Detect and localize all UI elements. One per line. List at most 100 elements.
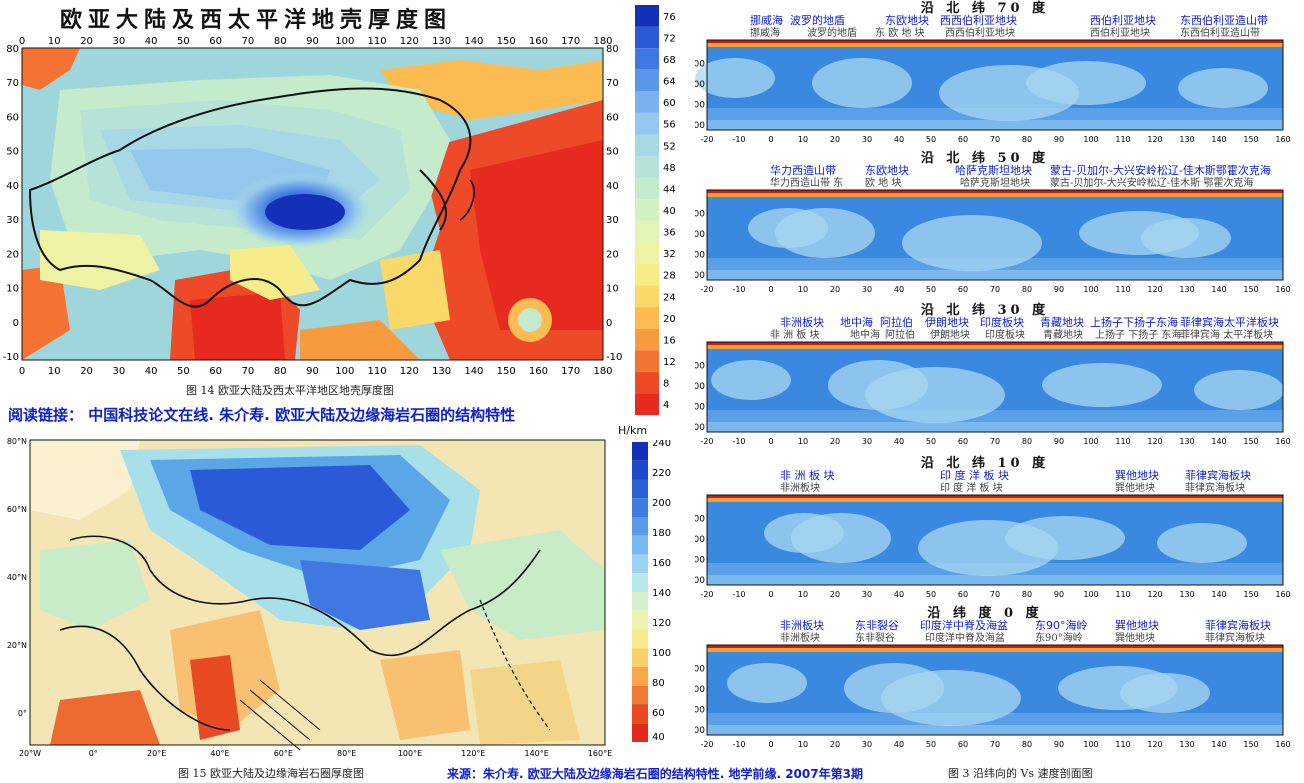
fig14-y-tick-left: 40 — [6, 181, 19, 192]
fig3-region-label-grey: 上扬子 下扬子 东海 — [1095, 330, 1182, 341]
fig14-x-tick-bottom: 0 — [19, 366, 25, 377]
fig3-region-label-grey: 东90°海岭 — [1035, 633, 1083, 644]
fig3-region-label: 青藏地块 — [1040, 316, 1084, 329]
fig14-colorbar-swatch — [635, 328, 659, 351]
fig14-caption: 图 14 欧亚大陆及西太平洋地区地壳厚度图 — [186, 384, 394, 397]
fig3-region-label-grey: 菲律宾海板块 — [1205, 633, 1265, 644]
fig3-x-tick: 130 — [1179, 135, 1194, 144]
fig3-x-tick: 150 — [1243, 437, 1258, 446]
fig3-x-tick: 130 — [1179, 740, 1194, 749]
fig3-x-tick: 60 — [958, 285, 968, 294]
fig15-y-tick: 40°N — [7, 573, 27, 582]
fig14-x-tick-top: 10 — [48, 36, 61, 47]
fig14-colorbar-label: 60 — [663, 98, 676, 109]
fig3-y-tick: -400 — [695, 726, 705, 736]
fig3-region-label: 东非裂谷 — [855, 619, 899, 632]
fig14-colorbar-swatch — [635, 199, 659, 221]
fig14-colorbar-label: 48 — [663, 163, 676, 174]
fig3-x-tick: -10 — [732, 590, 745, 599]
fig14-colorbar-swatch — [635, 220, 659, 243]
fig15-x-tick: 120°E — [461, 749, 485, 758]
fig14-x-tick-bottom: 150 — [497, 366, 516, 377]
fig14-y-tick-left: 20 — [6, 249, 19, 260]
fig3-x-tick: 130 — [1179, 285, 1194, 294]
fig15-colorbar-label: 40 — [652, 732, 665, 743]
fig3-x-tick: 10 — [798, 437, 808, 446]
fig3-x-tick: 50 — [926, 135, 936, 144]
fig15-x-tick: 80°E — [337, 749, 356, 758]
fig3-region-label-grey: 印度洋中脊及海盆 — [925, 633, 1005, 644]
fig3-x-tick: 110 — [1115, 437, 1130, 446]
fig3-x-tick: 100 — [1083, 590, 1098, 599]
fig3-region-label-grey: 巽他地块 — [1115, 483, 1155, 494]
fig3-x-tick: -10 — [732, 740, 745, 749]
fig3-y-tick: -200 — [695, 382, 705, 392]
fig3-x-tick: 70 — [990, 285, 1000, 294]
fig3-x-tick: 30 — [862, 740, 872, 749]
fig3-region-label-grey: 东西伯利亚造山带 — [1180, 28, 1260, 39]
fig14-x-tick-bottom: 130 — [432, 366, 451, 377]
fig15-x-tick: 60°E — [274, 749, 293, 758]
fig3-x-tick: 120 — [1147, 740, 1162, 749]
fig14-colorbar-swatch — [635, 112, 659, 135]
fig15-colorbar-swatch — [632, 498, 648, 517]
fig3-region-label-grey: 西西伯利亚地块 — [945, 28, 1015, 39]
fig3-region-label: 伊朗地块 — [925, 316, 969, 329]
fig3-x-tick: -20 — [700, 437, 713, 446]
fig3-x-tick: 100 — [1083, 740, 1098, 749]
fig3-x-tick: 40 — [894, 590, 904, 599]
fig3-x-tick: 40 — [894, 285, 904, 294]
fig3-region-label-grey: 印 度 洋 板 块 — [940, 483, 1003, 494]
fig14-colorbar-label: 4 — [663, 400, 669, 411]
fig3-x-tick: 0 — [768, 437, 773, 446]
fig3-x-tick: 160 — [1275, 740, 1290, 749]
fig14-x-tick-top: 60 — [209, 36, 222, 47]
fig3-region-label: 印度洋中脊及海盆 — [920, 619, 1008, 632]
fig15-x-tick: 160°E — [588, 749, 612, 758]
fig14-y-tick-left: 10 — [6, 284, 19, 295]
fig15-colorbar-swatch — [632, 517, 648, 536]
fig3-y-tick: -100 — [695, 60, 705, 70]
fig14-x-tick-top: 0 — [19, 36, 25, 47]
fig14-x-tick-top: 150 — [497, 36, 516, 47]
fig3-x-tick: 100 — [1083, 437, 1098, 446]
fig3-y-tick: -200 — [695, 80, 705, 90]
fig15-y-tick: 20°N — [7, 641, 27, 650]
fig14-colorbar-swatch — [635, 156, 659, 178]
fig14-colorbar-swatch — [635, 242, 659, 264]
fig3-x-tick: 110 — [1115, 590, 1130, 599]
fig3-region-label: 华力西造山带 — [770, 164, 836, 177]
fig14-y-tick-left: 30 — [6, 215, 19, 226]
fig14-y-tick-left: 80 — [6, 44, 19, 55]
fig3-region-label-grey: 华力西造山带 东 — [770, 178, 844, 189]
fig3-region-label: 西西伯利亚地块 — [940, 14, 1017, 27]
fig3-region-label: 地中海 — [840, 316, 873, 329]
fig14-colorbar-label: 68 — [663, 55, 676, 66]
fig3-x-tick: 90 — [1054, 740, 1064, 749]
fig3-y-tick: -400 — [695, 576, 705, 586]
fig3-region-label-grey: 非洲板块 — [780, 483, 820, 494]
fig3-x-tick: 140 — [1211, 285, 1226, 294]
fig15-colorbar-swatch — [632, 554, 648, 574]
fig14-x-tick-bottom: 110 — [368, 366, 387, 377]
fig15-colorbar: 240 220 200 180 160 140 120 100 80 60 40 — [630, 438, 685, 750]
fig15-colorbar-swatch — [632, 573, 648, 592]
fig3-region-label-grey: 哈萨克斯坦地块 — [960, 178, 1030, 189]
fig14-y-tick-right: 0 — [606, 318, 612, 329]
fig3-y-tick: -100 — [695, 210, 705, 220]
fig3-x-tick: 50 — [926, 590, 936, 599]
fig3-y-tick: -100 — [695, 362, 705, 372]
fig14-colorbar-label: 16 — [663, 335, 676, 346]
fig3-region-label: 阿拉伯 — [880, 316, 913, 329]
fig3-x-tick: 0 — [768, 590, 773, 599]
fig14-colorbar-swatch — [635, 26, 659, 49]
fig3-x-tick: 130 — [1179, 590, 1194, 599]
fig14-colorbar-label: 40 — [663, 206, 676, 217]
fig14-colorbar-label: 8 — [663, 379, 669, 390]
fig3-x-tick: 10 — [798, 285, 808, 294]
fig14-y-tick-left: 60 — [6, 112, 19, 123]
fig3-x-tick: 150 — [1243, 590, 1258, 599]
fig15-unit-label: H/km — [618, 424, 648, 437]
fig14-colorbar-label: 36 — [663, 228, 676, 239]
reading-link[interactable]: 阅读链接： 中国科技论文在线. 朱介寿. 欧亚大陆及边缘海岩石圈的结构特性 — [8, 406, 516, 424]
